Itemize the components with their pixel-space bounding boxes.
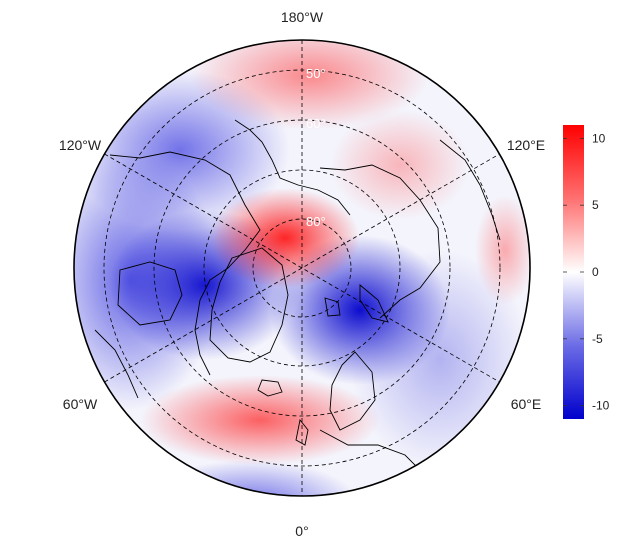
longitude-label-60e: 60°E bbox=[511, 396, 542, 412]
meridian-120w-60e bbox=[104, 153, 500, 383]
latitude-circle-60 bbox=[153, 119, 451, 417]
coast-scandinavia bbox=[329, 351, 376, 431]
anomaly-red-atlantic bbox=[140, 375, 380, 465]
coast-iceland bbox=[257, 379, 283, 397]
colorbar: 10 5 0 -5 -10 bbox=[563, 125, 610, 419]
longitude-label-60w: 60°W bbox=[63, 396, 98, 412]
map-boundary-circle bbox=[73, 39, 531, 497]
anomaly-red-east bbox=[475, 195, 530, 305]
coast-siberia bbox=[319, 164, 441, 319]
coast-greenland bbox=[209, 247, 289, 363]
longitude-label-0: 0° bbox=[295, 523, 308, 539]
colorbar-tick-label: 5 bbox=[592, 198, 599, 212]
coast-labrador bbox=[94, 329, 139, 399]
meridian-60w-120e bbox=[104, 153, 500, 383]
anomaly-red-beaufort bbox=[210, 188, 360, 288]
colorbar-gradient bbox=[563, 125, 584, 419]
anomaly-field bbox=[74, 40, 530, 496]
coast-canada bbox=[109, 151, 261, 376]
latitude-label-60: 60° bbox=[306, 116, 326, 131]
longitude-label-180w: 180°W bbox=[281, 9, 324, 25]
latitude-circle-80 bbox=[252, 218, 352, 318]
colorbar-tick-label: 0 bbox=[592, 265, 599, 279]
longitude-label-120e: 120°E bbox=[507, 137, 545, 153]
colorbar-tick-label: 10 bbox=[592, 131, 606, 145]
latitude-label-50: 50° bbox=[306, 66, 326, 81]
latitude-circle-70 bbox=[203, 169, 401, 367]
colorbar-tick-label: -5 bbox=[592, 332, 603, 346]
anomaly-blue-south bbox=[140, 460, 360, 496]
colorbar-ticks: 10 5 0 -5 -10 bbox=[563, 131, 610, 413]
coastlines bbox=[94, 119, 501, 491]
latitude-label-80: 80° bbox=[306, 214, 326, 229]
coast-novaya-zemlya bbox=[359, 284, 389, 323]
graticule bbox=[103, 40, 501, 496]
longitude-label-120w: 120°W bbox=[59, 137, 102, 153]
coast-uk bbox=[295, 418, 309, 446]
coast-alaska bbox=[234, 119, 351, 216]
anomaly-red-siberia bbox=[330, 110, 470, 220]
colorbar-tick-label: -10 bbox=[592, 399, 610, 413]
